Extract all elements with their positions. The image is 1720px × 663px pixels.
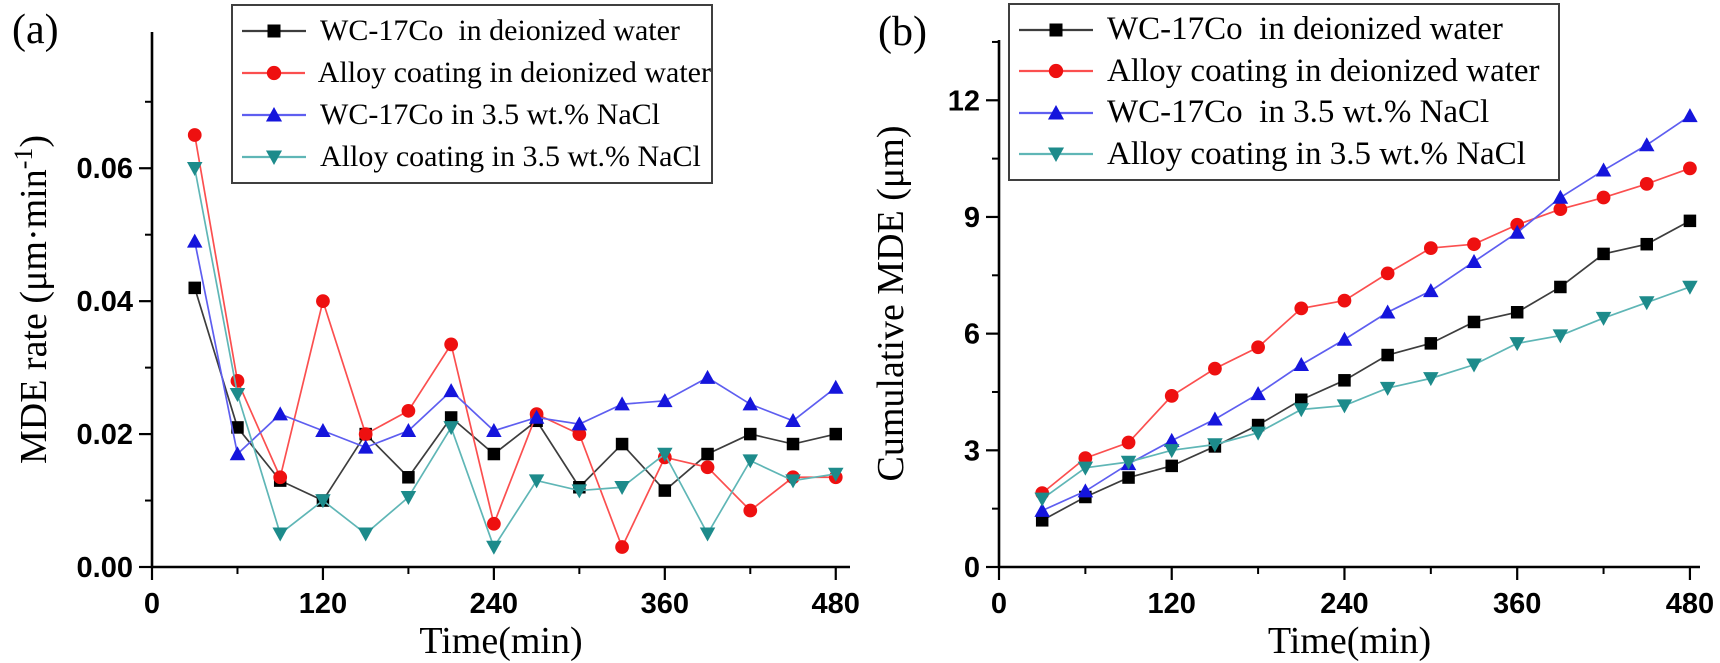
x-tick-label: 0 — [144, 588, 160, 620]
series-line — [1041, 167, 1691, 494]
series-line — [193, 241, 837, 456]
legend-item: WC-17Co in deionized water — [241, 16, 711, 46]
series-line — [193, 134, 836, 550]
x-tick-label: 240 — [1320, 588, 1368, 620]
x-tick-label: 480 — [812, 588, 860, 620]
y-tick-label: 9 — [964, 202, 980, 234]
y-tick-label: 0.04 — [77, 286, 133, 318]
legend-label: Alloy coating in 3.5 wt.% NaCl — [1107, 135, 1526, 172]
legend-label: WC-17Co in 3.5 wt.% NaCl — [1107, 94, 1490, 131]
legend-item: Alloy coating in deionized water — [241, 58, 711, 88]
y-axis-title: Cumulative MDE (μm) — [870, 126, 912, 482]
legend-item: Alloy coating in 3.5 wt.% NaCl — [1018, 135, 1558, 172]
legend-key-circle-icon — [1019, 64, 1093, 79]
legend-item: Alloy coating in deionized water — [1018, 52, 1558, 89]
legend-item: Alloy coating in 3.5 wt.% NaCl — [241, 142, 711, 172]
legend-item: WC-17Co in 3.5 wt.% NaCl — [241, 100, 711, 130]
legend-key-square-icon — [1019, 23, 1093, 37]
legend-panel-b: WC-17Co in deionized water Alloy coating… — [1008, 3, 1560, 181]
series-alloy-coating-deionized-water — [187, 128, 843, 554]
legend-key-triangle-down-icon — [242, 150, 306, 166]
y-tick-label: 0.06 — [77, 153, 133, 185]
x-tick-label: 120 — [1148, 588, 1196, 620]
y-axis-title: MDE rate (μm·min-1) — [9, 135, 55, 464]
series-line — [193, 287, 836, 502]
legend-label: Alloy coating in 3.5 wt.% NaCl — [320, 140, 701, 173]
y-tick-label: 12 — [948, 85, 980, 117]
x-axis-title: Time(min) — [1268, 620, 1431, 662]
legend-item: WC-17Co in 3.5 wt.% NaCl — [1018, 96, 1558, 129]
y-tick-label: 3 — [964, 435, 980, 467]
x-tick-label: 360 — [641, 588, 689, 620]
legend-key-triangle-up-icon — [242, 106, 306, 122]
legend-key-square-icon — [242, 24, 306, 38]
series-alloy-coating-nacl — [186, 161, 844, 555]
legend-label: WC-17Co in deionized water — [320, 14, 680, 47]
series-wc17co-deionized-water — [1035, 214, 1697, 527]
x-tick-label: 0 — [991, 588, 1007, 620]
legend-label: Alloy coating in deionized water — [317, 56, 711, 89]
series-line — [1041, 220, 1691, 522]
x-axis-title: Time(min) — [419, 620, 582, 662]
panel-label-a: (a) — [12, 7, 59, 53]
y-tick-label: 0.02 — [77, 419, 133, 451]
x-tick-label: 360 — [1493, 588, 1541, 620]
series-wc17co-nacl — [1034, 108, 1698, 517]
panel-label-b: (b) — [878, 9, 927, 55]
legend-key-circle-icon — [242, 65, 305, 81]
legend-label: WC-17Co in 3.5 wt.% NaCl — [320, 98, 660, 131]
series-line — [1041, 115, 1691, 512]
legend-panel-a: WC-17Co in deionized water Alloy coating… — [231, 4, 713, 184]
series-line — [1041, 286, 1691, 500]
series-line — [193, 168, 836, 549]
legend-key-triangle-up-icon — [1019, 104, 1093, 120]
y-tick-label: 6 — [964, 319, 980, 351]
series-wc17co-nacl — [186, 233, 844, 461]
legend-label: WC-17Co in deionized water — [1107, 11, 1503, 48]
x-tick-label: 120 — [299, 588, 347, 620]
x-tick-label: 240 — [470, 588, 518, 620]
legend-item: WC-17Co in deionized water — [1018, 13, 1558, 46]
series-alloy-coating-deionized-water — [1035, 161, 1697, 500]
legend-key-triangle-down-icon — [1019, 147, 1093, 163]
series-alloy-coating-nacl — [1034, 280, 1698, 507]
y-tick-label: 0 — [964, 552, 980, 584]
axes-panel-a: 0 120 240 360 480 0.00 0.02 0.04 0.06 Time(min) MD… — [9, 32, 860, 662]
x-tick-label: 480 — [1666, 588, 1714, 620]
legend-label: Alloy coating in deionized water — [1107, 52, 1540, 89]
y-tick-label: 0.00 — [77, 552, 133, 584]
axes-panel-b: 0 120 240 360 480 0 3 6 9 12 Time(min) Cumulative M… — [870, 40, 1714, 662]
